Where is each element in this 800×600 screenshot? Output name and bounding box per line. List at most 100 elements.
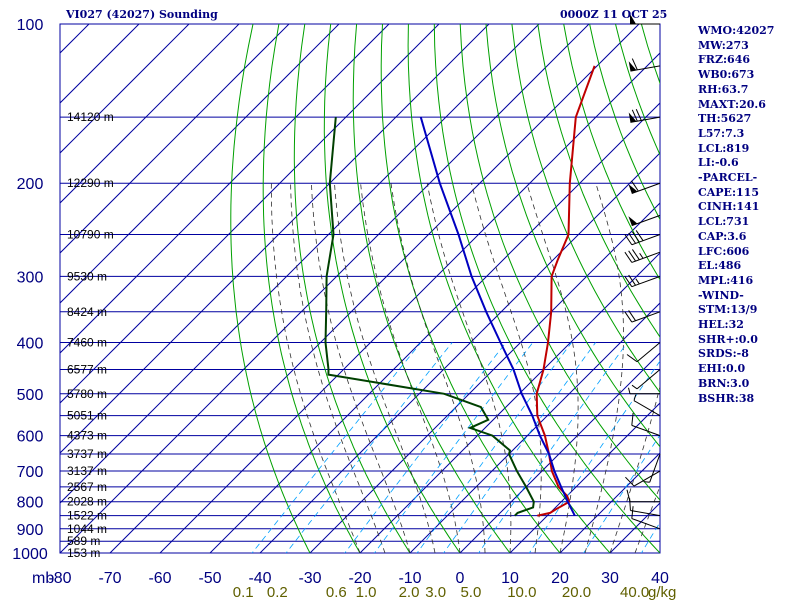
isotherm-line — [259, 152, 660, 553]
dry-adiabat-line — [380, 24, 561, 553]
dry-adiabat-line — [407, 24, 611, 553]
index-label: EHI — [698, 362, 722, 376]
index-label: TH — [698, 112, 717, 126]
mixing-ratio-line — [528, 360, 660, 553]
index-l57: L57:7.3 — [698, 127, 798, 142]
index-value: 115 — [736, 185, 759, 199]
index-label: LI — [698, 156, 711, 170]
temperature-tick-label: -60 — [148, 570, 171, 587]
wind-barb — [628, 387, 660, 395]
isotherm-line — [60, 24, 390, 354]
temperature-tick-label: 10 — [501, 570, 519, 587]
isotherm-line — [60, 24, 190, 154]
wind-full-barb — [628, 250, 636, 262]
isotherm-line — [60, 24, 240, 204]
isotherm-line — [60, 24, 490, 454]
mixing-ratio-line — [583, 434, 660, 553]
index-cape: CAPE:115 — [698, 186, 798, 201]
temperature-tick-label: -80 — [48, 570, 71, 587]
index-mpl: MPL:416 — [698, 274, 798, 289]
pressure-tick-label: 400 — [17, 335, 44, 352]
index-cap: CAP:3.6 — [698, 230, 798, 245]
index-lcl: LCL:819 — [698, 142, 798, 157]
index-shr: SHR+:0.0 — [698, 333, 798, 348]
mixing-ratio-line — [416, 342, 572, 553]
height-label: 9530 m — [67, 269, 107, 283]
temperature-tick-label: 0 — [456, 570, 465, 587]
temperature-tick-label: -10 — [398, 570, 421, 587]
index-label: -PARCEL- — [698, 171, 758, 185]
index-ehi: EHI:0.0 — [698, 362, 798, 377]
wind-barb-staff — [649, 453, 661, 483]
mixing-ratio-line — [344, 342, 507, 553]
index-label: BRN — [698, 376, 727, 390]
moist-adiabat-line — [360, 183, 461, 553]
temperature-tick-label: -30 — [298, 570, 321, 587]
moist-adiabat-line — [290, 183, 386, 553]
wind-barb — [628, 180, 661, 194]
wind-half-barb — [628, 387, 631, 394]
index-frz: FRZ:646 — [698, 53, 798, 68]
index-label: BSHR — [698, 391, 735, 405]
index-separator: : — [722, 215, 727, 229]
temperature-tick-label: -20 — [348, 570, 371, 587]
wind-barb-staff — [631, 182, 661, 194]
indices-panel: WMO:42027 MW:273 FRZ:646 WB0:673 RH:63.7 MAXT… — [698, 24, 798, 406]
height-label: 2567 m — [67, 480, 107, 494]
index-separator: : — [721, 362, 726, 376]
index-separator: : — [722, 244, 727, 258]
wind-full-barb — [628, 232, 636, 244]
mixing-ratio-label: 1.0 — [356, 584, 377, 600]
temperature-tick-label: 20 — [551, 570, 569, 587]
index-lfc: LFC:606 — [698, 245, 798, 260]
height-label: 7460 m — [67, 335, 107, 349]
height-label: 8424 m — [67, 305, 107, 319]
wind-barb-staff — [631, 311, 661, 323]
height-label: 3137 m — [67, 464, 107, 478]
temperature-tick-label: -40 — [248, 570, 271, 587]
wind-pennant — [628, 216, 638, 226]
wind-barb — [628, 108, 661, 123]
wind-pennant — [628, 184, 638, 194]
wind-barb — [631, 413, 661, 437]
index-brn: BRN:3.0 — [698, 377, 798, 392]
isotherm-line — [409, 302, 660, 553]
wind-barb — [625, 470, 661, 487]
pressure-tick-label: 600 — [17, 429, 44, 446]
index-value: 13/9 — [730, 303, 758, 317]
wind-full-barb — [624, 234, 633, 246]
isotherm-line — [60, 24, 290, 254]
index-label: STM — [698, 303, 727, 317]
pressure-tick-label: 200 — [17, 176, 44, 193]
index-th: TH:5627 — [698, 112, 798, 127]
wind-full-barb — [628, 274, 636, 286]
pressure-tick-label: 700 — [17, 464, 44, 481]
index-separator: : — [734, 332, 739, 346]
mixing-ratio-label: 0.6 — [326, 584, 347, 600]
index-separator: : — [735, 97, 740, 111]
mixing-ratio-label: 40.0 — [620, 584, 649, 600]
dry-adiabat-line — [262, 24, 361, 553]
mixing-ratio-label: 2.0 — [399, 584, 420, 600]
dry-adiabat-line — [537, 24, 660, 338]
moist-adiabat-line — [426, 183, 512, 553]
isotherm-line — [559, 452, 660, 553]
isotherm-line — [159, 52, 660, 553]
isotherm-line — [109, 24, 640, 553]
wind-barb-staff — [636, 342, 661, 363]
wind-barb — [624, 274, 661, 288]
mixing-ratio-unit: g/kg — [648, 584, 676, 600]
index-label: MPL — [698, 273, 727, 287]
mixing-ratio-line — [373, 342, 534, 553]
dewpoint-curve — [324, 117, 535, 517]
dry-adiabat-line — [485, 24, 660, 448]
index-value: 486 — [718, 259, 742, 273]
height-label: 12290 m — [67, 176, 114, 190]
index-separator: : — [732, 200, 737, 214]
index-wb0: WB0:673 — [698, 68, 798, 83]
height-label: 589 m — [67, 534, 100, 548]
index-label: L57 — [698, 126, 722, 140]
index-separator: : — [721, 38, 726, 52]
mixing-ratio-label: 0.2 — [267, 584, 288, 600]
wind-full-barb — [628, 310, 636, 321]
